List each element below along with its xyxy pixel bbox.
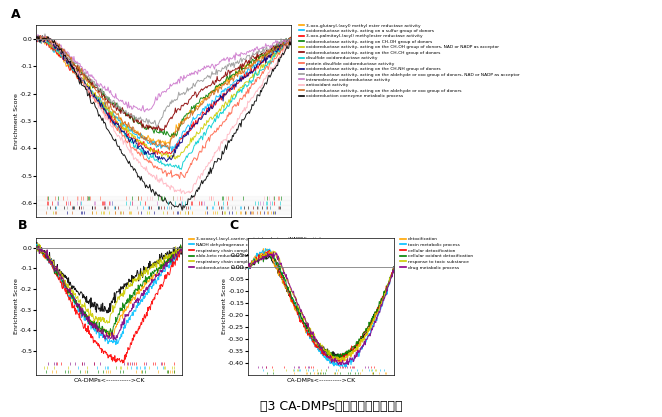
Legend: 3-oxo-glutaryl-(acyl) methyl ester reductase activity, oxidoreductase activity, : 3-oxo-glutaryl-(acyl) methyl ester reduc… bbox=[299, 23, 519, 98]
Bar bbox=[36, 201, 291, 204]
Legend: detoxification, toxin metabolic process, cellular detoxification, cellular oxida: detoxification, toxin metabolic process,… bbox=[401, 237, 473, 270]
Legend: 3-oxoacyl-(acyl-carrier-protein) reductase (NADPH) activity, NADH dehydrogenase : 3-oxoacyl-(acyl-carrier-protein) reducta… bbox=[189, 237, 324, 270]
Bar bbox=[36, 210, 291, 214]
Y-axis label: Enrichment Score: Enrichment Score bbox=[14, 93, 19, 149]
X-axis label: CA-DMPs<----------->CK: CA-DMPs<----------->CK bbox=[73, 378, 145, 383]
Y-axis label: Enrichment Score: Enrichment Score bbox=[14, 279, 19, 334]
Text: B: B bbox=[17, 219, 27, 232]
Text: 图3 CA-DMPs杀菌的基因富集分析: 图3 CA-DMPs杀菌的基因富集分析 bbox=[260, 400, 402, 413]
Bar bbox=[36, 196, 291, 200]
Text: C: C bbox=[229, 219, 238, 232]
X-axis label: CA-DMPs<---------->CK: CA-DMPs<---------->CK bbox=[287, 378, 355, 383]
Y-axis label: Enrichment Score: Enrichment Score bbox=[222, 279, 226, 334]
Text: A: A bbox=[11, 8, 21, 21]
Bar bbox=[36, 205, 291, 209]
